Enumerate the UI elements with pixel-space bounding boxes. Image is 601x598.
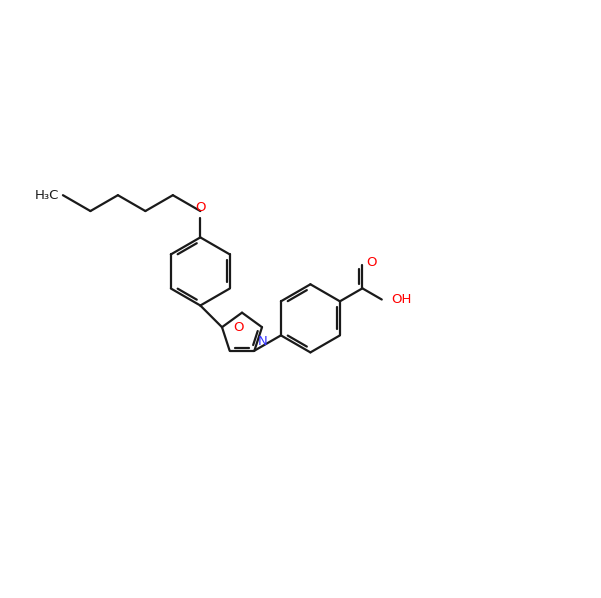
Text: OH: OH — [391, 293, 411, 306]
Text: N: N — [258, 335, 268, 348]
Text: H₃C: H₃C — [34, 189, 59, 202]
Text: O: O — [367, 256, 377, 269]
Text: O: O — [195, 201, 206, 214]
Text: O: O — [233, 321, 243, 334]
